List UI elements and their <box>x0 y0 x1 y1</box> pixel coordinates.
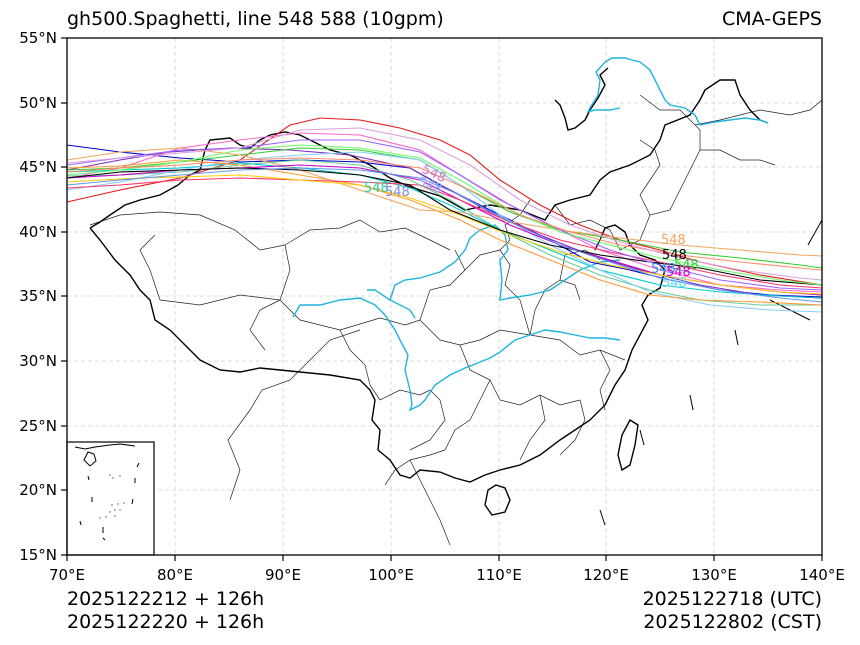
valid-time-cst: 2025122802 (CST) <box>643 611 822 633</box>
lat-tick-label: 55°N <box>19 29 57 47</box>
gridlines <box>67 38 822 555</box>
contour-label: 548 <box>674 258 699 273</box>
lat-tick-label: 40°N <box>19 223 57 241</box>
contour-label: 548 <box>651 262 676 277</box>
valid-time-block: 2025122718 (UTC) 2025122802 (CST) <box>643 588 822 634</box>
lat-tick-label: 15°N <box>19 546 57 564</box>
province-borders <box>89 94 823 546</box>
contour-label: 548 <box>662 248 687 263</box>
contour-label: 548 <box>662 276 687 291</box>
lon-tick-label: 130°E <box>691 566 737 584</box>
plot-frame <box>66 37 823 556</box>
model-name: CMA-GEPS <box>721 8 822 30</box>
national-borders <box>89 67 769 516</box>
lon-tick-label: 120°E <box>583 566 629 584</box>
latitude-labels: 55°N 50°N 45°N 40°N 35°N 30°N 25°N 20°N … <box>19 29 57 564</box>
islands <box>599 219 823 526</box>
contour-label: 548 <box>385 185 410 200</box>
init-time-block: 2025122212 + 126h 2025122220 + 126h <box>67 588 264 634</box>
lon-tick-label: 70°E <box>49 566 85 584</box>
contour-label: 548 <box>666 265 691 280</box>
contour-label: 548 <box>661 233 686 248</box>
contour-labels: 548 548 548 548 548 548 548 548 548 548 <box>364 162 699 291</box>
lon-tick-label: 90°E <box>265 566 301 584</box>
spaghetti-contours <box>66 117 823 313</box>
lat-tick-label: 50°N <box>19 94 57 112</box>
longitude-labels: 70°E 80°E 90°E 100°E 110°E 120°E 130°E 1… <box>49 566 845 584</box>
init-time-line-2: 2025122220 + 126h <box>67 611 265 633</box>
lat-tick-label: 20°N <box>19 481 57 499</box>
contour-label: 548 <box>364 181 389 196</box>
chart-title: gh500.Spaghetti, line 548 588 (10gpm) <box>67 8 444 30</box>
lat-tick-label: 35°N <box>19 287 57 305</box>
lon-tick-label: 80°E <box>157 566 193 584</box>
tick-marks <box>61 37 823 561</box>
lon-tick-label: 140°E <box>799 566 845 584</box>
rivers <box>292 57 769 412</box>
lat-tick-label: 45°N <box>19 158 57 176</box>
lon-tick-label: 110°E <box>476 566 522 584</box>
lat-tick-label: 25°N <box>19 417 57 435</box>
lon-tick-label: 100°E <box>368 566 414 584</box>
valid-time-utc: 2025122718 (UTC) <box>642 588 822 610</box>
init-time-line-1: 2025122212 + 126h <box>67 588 265 610</box>
lat-tick-label: 30°N <box>19 352 57 370</box>
south-china-sea-inset <box>66 441 155 556</box>
